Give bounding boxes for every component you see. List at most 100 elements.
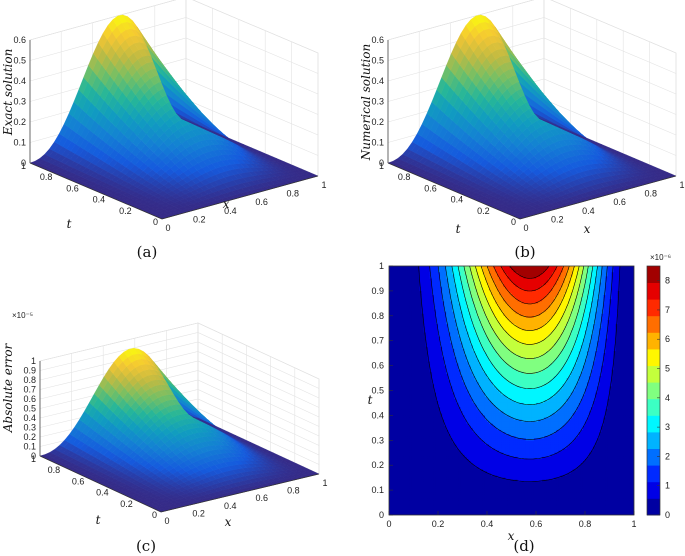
panel-b-t-tick-label: 0.4: [451, 195, 464, 205]
panel-c-z-tick-label: 0.4: [23, 413, 36, 423]
panel-a-t-tick-label: 0.4: [93, 195, 106, 205]
panel-b-x-tick-label: 0.2: [551, 214, 564, 224]
panel-a-t-tick-label: 0.8: [40, 172, 53, 182]
panel-d-colorbar-tick-label: 7: [665, 305, 670, 315]
panel-c-x-tick-label: 0: [164, 516, 169, 526]
panel-d-colorbar-exponent: ×10⁻⁶: [650, 253, 671, 262]
panel-b-x-axis: [519, 175, 677, 220]
panel-d-contour-plot: 0 0.2 0.4 0.6 0.8 1 0 0.1 0.2 0.3 0.4 0.5 0.6 0.7 0.8 0…: [371, 261, 670, 529]
panel-d-colorbar: [646, 265, 661, 516]
panel-a-z-tick-label: 0.3: [13, 97, 26, 107]
panel-c-x-tick-label: 0.6: [256, 493, 269, 503]
panel-b-z-tick-label: 0.6: [371, 35, 384, 45]
panel-d-colorbar-tick-label: 6: [665, 334, 670, 344]
panel-a-xlabel: x: [223, 197, 230, 211]
panel-b-x-tick-label: 0.4: [582, 206, 595, 216]
panel-d-y-tick-label: 0.1: [371, 485, 384, 495]
panel-a-surface: [29, 14, 319, 220]
panel-c-x-tick-label: 0.4: [224, 501, 237, 511]
panel-c-x-tick-label: 1: [322, 478, 327, 488]
panel-d-colorbar-tick-label: 2: [665, 451, 670, 461]
panel-a-zlabel: Exact solution: [1, 49, 15, 137]
panel-c-t-tick-label: 1: [31, 454, 36, 464]
panel-a-z-tick-label: 0.1: [13, 138, 26, 148]
panel-b-x-tick-label: 0.8: [645, 189, 658, 199]
panel-a-z-tick-label: 0.6: [13, 35, 26, 45]
panel-c-surface: [39, 348, 320, 513]
panel-d-y-tick-label: 0.6: [371, 361, 384, 371]
panel-d-colorbar-tick-label: 0: [665, 510, 670, 520]
panel-c-t-tick-label: 0: [152, 510, 157, 520]
panel-c-z-tick-label: 0: [31, 451, 36, 461]
panel-d-x-tick-label: 1: [631, 519, 636, 529]
panel-a-x-tick-label: 1: [321, 180, 326, 190]
panel-c-z-tick-label: 0.9: [23, 366, 36, 376]
panel-c-z-tick-label: 0.5: [23, 404, 36, 414]
panel-c-z-tick-label: 0.3: [23, 423, 36, 433]
panel-b-z-tick-label: 0.2: [371, 117, 384, 127]
panel-a-t-axis: [29, 162, 163, 220]
panel-c-z-tick-label: 0.8: [23, 375, 36, 385]
panel-a-x-tick-label: 0: [165, 223, 170, 233]
panel-b-t-tick-label: 0.2: [477, 206, 490, 216]
panel-b-t-tick-label: 0.6: [424, 183, 437, 193]
panel-a-t-tick-label: 0.2: [119, 206, 132, 216]
panel-b-x-tick-label: 0: [523, 223, 528, 233]
panel-b-zlabel: Numerical solution: [359, 44, 373, 161]
panel-d-x-tick-label: 0.8: [579, 519, 592, 529]
panel-c-t-tick-label: 0.8: [48, 465, 61, 475]
panel-b-x-tick-label: 0.6: [613, 197, 626, 207]
panel-a-z-tick-label: 0: [21, 158, 26, 168]
panel-b-surface: [387, 14, 677, 220]
panel-b-caption: (b): [514, 243, 535, 261]
panel-c-t-tick-label: 0.4: [96, 488, 109, 498]
panel-d-y-tick-label: 0.8: [371, 311, 384, 321]
panel-d-colorbar-tick-label: 5: [665, 364, 670, 374]
panel-d-y-tick-label: 0.9: [371, 286, 384, 296]
panel-b-z-tick-label: 0.5: [371, 56, 384, 66]
panel-b-t-tick-label: 0.8: [398, 172, 411, 182]
panel-d-y-tick-label: 0.7: [371, 336, 384, 346]
panel-a-z-tick-label: 0.5: [13, 56, 26, 66]
panel-c-t-tick-label: 0.2: [120, 499, 133, 509]
panel-c-x-axis: [160, 473, 320, 513]
panel-a-surface-plot: 00.20.40.60.8100.20.40.60.8100.10.20.30.…: [13, 0, 327, 233]
panel-c-z-tick-label: 0.6: [23, 394, 36, 404]
panel-a-x-tick-label: 0.4: [224, 206, 237, 216]
panel-a-t-tick-label: 1: [21, 161, 26, 171]
panel-b-z-tick-label: 0.1: [371, 138, 384, 148]
panel-c-z-tick-label: 1: [31, 356, 36, 366]
panel-d-ylabel: t: [368, 393, 373, 407]
panel-d-contour-lines: [418, 266, 621, 482]
panel-a-z-tick-label: 0.4: [13, 76, 26, 86]
panel-a-x-tick-label: 0.2: [193, 214, 206, 224]
panel-b-x-tick-label: 1: [679, 180, 684, 190]
panel-a-z-tick-label: 0.2: [13, 117, 26, 127]
panel-c-z-tick-label: 0.7: [23, 385, 36, 395]
panel-a-t-tick-label: 0.6: [66, 183, 79, 193]
panel-d-colorbar-tick-label: 8: [665, 276, 670, 286]
panel-c-t-tick-label: 0.6: [72, 476, 85, 486]
panel-b-surface-plot: 00.20.40.60.8100.20.40.60.8100.10.20.30.…: [371, 0, 685, 233]
panel-b-z-tick-label: 0.3: [371, 97, 384, 107]
panel-b-t-tick-label: 1: [379, 161, 384, 171]
panel-a-x-tick-label: 0.8: [287, 189, 300, 199]
panel-b-z-tick-label: 0: [379, 158, 384, 168]
panel-c-caption: (c): [136, 537, 156, 555]
panel-c-t-axis: [39, 455, 162, 513]
panel-d-y-tick-label: 0.2: [371, 460, 384, 470]
panel-c-z-exponent: ×10⁻⁵: [12, 311, 33, 320]
panel-d-colorbar-tick-label: 4: [665, 393, 670, 403]
panel-d-contour-fill: [389, 266, 634, 515]
panel-c-x-tick-label: 0.8: [287, 486, 300, 496]
panel-d-y-tick-label: 0.3: [371, 435, 384, 445]
panel-a-t-tick-label: 0: [153, 217, 158, 227]
panel-b-t-axis: [387, 162, 521, 220]
panel-d-y-tick-label: 0.5: [371, 386, 384, 396]
panel-a-ylabel: t: [67, 217, 72, 231]
panel-b-ylabel: t: [456, 222, 461, 236]
panel-c-z-tick-label: 0.1: [23, 442, 36, 452]
panel-a-x-tick-label: 0.6: [255, 197, 268, 207]
panel-d-x-tick-label: 0: [386, 519, 391, 529]
